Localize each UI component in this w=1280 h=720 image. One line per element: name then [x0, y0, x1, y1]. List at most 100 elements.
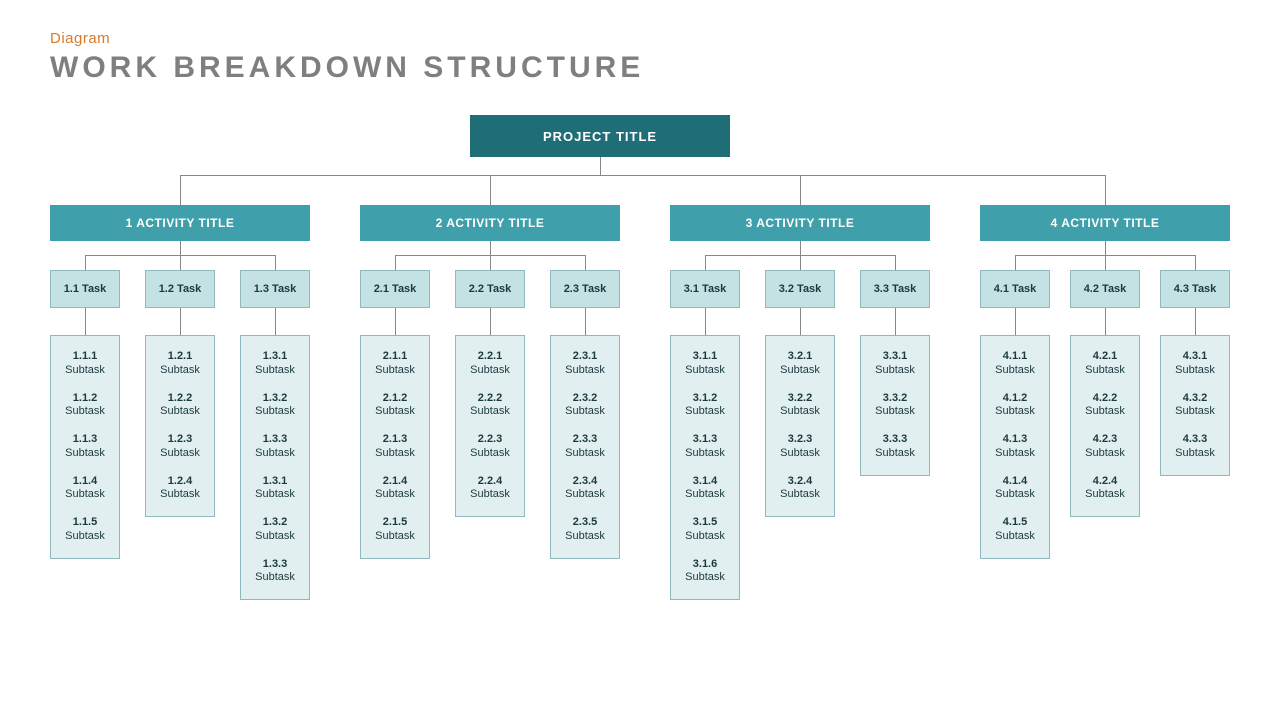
subtask-box: 2.1.1Subtask2.1.2Subtask2.1.3Subtask2.1.…	[360, 335, 430, 559]
subtask-item: 4.1.1Subtask	[995, 350, 1035, 378]
connector	[490, 241, 491, 255]
subtask-item: 4.2.1Subtask	[1085, 350, 1125, 378]
subtask-item: 3.1.5Subtask	[685, 516, 725, 544]
subtask-item: 2.3.1Subtask	[565, 350, 605, 378]
task-node: 2.3 Task	[550, 270, 620, 308]
connector	[490, 255, 491, 270]
subtask-item: 2.3.3Subtask	[565, 433, 605, 461]
connector	[180, 241, 181, 255]
subtask-item: 1.2.4Subtask	[160, 475, 200, 503]
subtask-item: 2.3.5Subtask	[565, 516, 605, 544]
subtask-box: 4.3.1Subtask4.3.2Subtask4.3.3Subtask	[1160, 335, 1230, 476]
connector	[490, 175, 491, 205]
connector	[1105, 255, 1106, 270]
connector	[600, 157, 601, 175]
subtask-item: 4.3.2Subtask	[1175, 392, 1215, 420]
subtask-box: 3.3.1Subtask3.3.2Subtask3.3.3Subtask	[860, 335, 930, 476]
connector	[395, 255, 396, 270]
subtask-item: 3.1.1Subtask	[685, 350, 725, 378]
subtask-box: 2.2.1Subtask 2.2.2Subtask 2.2.3Subtask 2.2.…	[455, 335, 525, 517]
subtask-item: 1.1.1Subtask	[65, 350, 105, 378]
subtask-item: 4.3.1Subtask	[1175, 350, 1215, 378]
subtask-item: 2.2.3Subtask	[470, 433, 510, 461]
task-node: 3.1 Task	[670, 270, 740, 308]
subtask-item: 1.1.3Subtask	[65, 433, 105, 461]
slide-eyebrow: Diagram	[50, 30, 1230, 47]
subtask-box: 4.1.1Subtask 4.1.2Subtask 4.1.3Subtask 4.1.…	[980, 335, 1050, 559]
connector	[1195, 255, 1196, 270]
connector	[1195, 308, 1196, 335]
subtask-item: 3.1.3Subtask	[685, 433, 725, 461]
subtask-item: 4.2.2Subtask	[1085, 392, 1125, 420]
subtask-item: 2.2.2Subtask	[470, 392, 510, 420]
subtask-item: 1.2.2Subtask	[160, 392, 200, 420]
connector	[800, 175, 801, 205]
connector	[1105, 175, 1106, 205]
subtask-box: 4.2.1Subtask4.2.2Subtask4.2.3Subtask4.2.…	[1070, 335, 1140, 517]
connector	[705, 255, 706, 270]
connector	[180, 175, 1105, 176]
connector	[895, 255, 896, 270]
subtask-item: 2.3.2Subtask	[565, 392, 605, 420]
subtask-item: 4.2.4Subtask	[1085, 475, 1125, 503]
subtask-item: 4.1.4Subtask	[995, 475, 1035, 503]
connector	[395, 308, 396, 335]
subtask-item: 1.2.3Subtask	[160, 433, 200, 461]
connector	[85, 255, 86, 270]
subtask-item: 3.1.4Subtask	[685, 475, 725, 503]
subtask-item: 3.2.4Subtask	[780, 475, 820, 503]
subtask-item: 1.3.1Subtask	[255, 475, 295, 503]
connector	[180, 308, 181, 335]
connector	[275, 255, 276, 270]
subtask-item: 3.3.3Subtask	[875, 433, 915, 461]
subtask-item: 1.3.2Subtask	[255, 516, 295, 544]
connector	[180, 175, 181, 205]
subtask-item: 1.1.5Subtask	[65, 516, 105, 544]
connector	[1015, 308, 1016, 335]
subtask-item: 1.3.1Subtask	[255, 350, 295, 378]
connector	[180, 255, 181, 270]
activity-node: 3 ACTIVITY TITLE	[670, 205, 930, 241]
subtask-item: 3.2.3Subtask	[780, 433, 820, 461]
connector	[490, 308, 491, 335]
subtask-item: 3.1.2Subtask	[685, 392, 725, 420]
subtask-item: 2.1.5Subtask	[375, 516, 415, 544]
subtask-item: 4.1.5Subtask	[995, 516, 1035, 544]
connector	[275, 308, 276, 335]
subtask-box: 3.1.1Subtask 3.1.2Subtask 3.1.3Subtask 3.1.…	[670, 335, 740, 600]
subtask-item: 2.1.1Subtask	[375, 350, 415, 378]
subtask-item: 2.1.4Subtask	[375, 475, 415, 503]
subtask-item: 1.3.3Subtask	[255, 433, 295, 461]
subtask-item: 1.1.2Subtask	[65, 392, 105, 420]
activity-node: 4 ACTIVITY TITLE	[980, 205, 1230, 241]
connector	[800, 255, 801, 270]
task-node: 2.1 Task	[360, 270, 430, 308]
task-node: 3.3 Task	[860, 270, 930, 308]
subtask-item: 1.1.4Subtask	[65, 475, 105, 503]
subtask-item: 4.1.3Subtask	[995, 433, 1035, 461]
subtask-box: 1.1.1Subtask 1.1.2Subtask 1.1.3Subtask 1.1.…	[50, 335, 120, 559]
task-node: 1.1 Task	[50, 270, 120, 308]
subtask-item: 1.3.3Subtask	[255, 558, 295, 586]
subtask-item: 2.2.1Subtask	[470, 350, 510, 378]
connector	[1015, 255, 1016, 270]
subtask-item: 1.3.2Subtask	[255, 392, 295, 420]
connector	[705, 308, 706, 335]
connector	[1105, 308, 1106, 335]
activity-node: 2 ACTIVITY TITLE	[360, 205, 620, 241]
task-node: 2.2 Task	[455, 270, 525, 308]
connector	[1105, 241, 1106, 255]
root-node: PROJECT TITLE	[470, 115, 730, 157]
subtask-item: 2.1.3Subtask	[375, 433, 415, 461]
task-node: 4.1 Task	[980, 270, 1050, 308]
subtask-item: 2.2.4Subtask	[470, 475, 510, 503]
connector	[585, 308, 586, 335]
connector	[85, 308, 86, 335]
subtask-item: 4.1.2Subtask	[995, 392, 1035, 420]
connector	[585, 255, 586, 270]
subtask-box: 2.3.1Subtask 2.3.2Subtask 2.3.3Subtask 2.3.…	[550, 335, 620, 559]
subtask-item: 1.2.1Subtask	[160, 350, 200, 378]
task-node: 1.3 Task	[240, 270, 310, 308]
task-node: 1.2 Task	[145, 270, 215, 308]
subtask-box: 1.2.1Subtask 1.2.2Subtask 1.2.3Subtask 1.2.…	[145, 335, 215, 517]
